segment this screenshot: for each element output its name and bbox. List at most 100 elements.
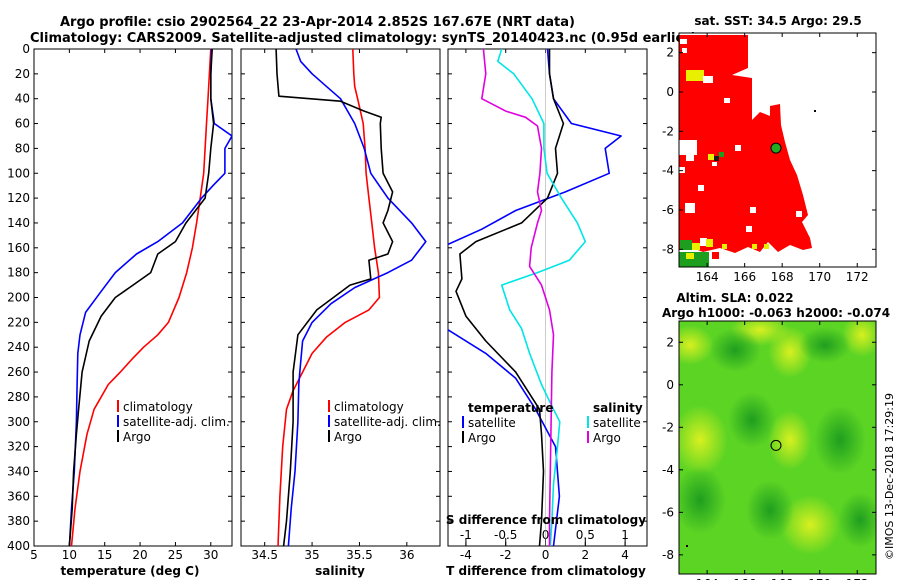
sst-yellow-patch [708,154,714,160]
sla-map-panel: Altim. SLA: 0.022 Argo h1000: -0.063 h20… [662,291,890,580]
sla-map-ticks: 164 166 168 170 172 2 0 -2 -4 -6 -8 [662,321,876,580]
s-xtick-label: -1 [460,528,472,542]
legend-label-t-satellite: satellite [468,416,516,430]
ytick-label: 120 [7,191,30,205]
xtick-label: 35.5 [346,548,373,562]
legend-label-t-argo: Argo [468,431,496,445]
legend-label-s-satellite: satellite [593,416,641,430]
map-ytick-label: -4 [662,164,674,178]
legend-label-satellite: satellite-adj. clim. [334,415,441,429]
xtick-label: 15 [97,548,112,562]
xtick-label: 4 [621,548,629,562]
sst-cloud-patch [698,185,704,191]
ytick-label: 160 [7,241,30,255]
sst-land-patch [714,156,719,161]
series-line-climatology [70,49,212,546]
figure-title-line2: Climatology: CARS2009. Satellite-adjuste… [30,31,697,46]
sst-map-panel: sat. SST: 34.5 Argo: 29.5 [662,14,877,284]
sst-cloud-patch [685,203,695,213]
map-xtick-label: 164 [696,270,719,284]
sst-yellow-patch [764,244,769,249]
s-xtick-label: 0.5 [576,528,595,542]
xtick-label: 0 [542,548,550,562]
legend-label-satellite: satellite-adj. clim. [123,415,230,429]
legend-label-s-argo: Argo [593,431,621,445]
series-line-satellite-adj-clim- [68,49,232,546]
series-line-s-satellite-clim [496,49,587,546]
sst-cloud-patch [679,140,697,155]
s-xtick-label: -0.5 [494,528,517,542]
temperature-diff-legend: temperature satellite Argo [462,401,553,445]
sst-cloud-patch [750,207,756,213]
ytick-label: 320 [7,440,30,454]
temperature-series [68,49,232,546]
legend-label-argo: Argo [334,430,362,444]
sla-high-anomaly [768,410,812,470]
xtick-label: 10 [62,548,77,562]
sst-cloud-patch [682,48,687,53]
ytick-label: 80 [15,141,30,155]
sst-cloud-patch [796,211,802,217]
temperature-xlabel: temperature (deg C) [61,564,200,578]
xtick-label: -4 [460,548,472,562]
salinity-yticks [241,48,440,547]
sst-green-patch [680,240,692,250]
difference-series [448,49,622,546]
salinity-xlabel: salinity [315,564,365,578]
ytick-label: 100 [7,166,30,180]
xtick-label: -2 [500,548,512,562]
imos-watermark: ©IMOS 13-Dec-2018 17:29:19 [883,393,896,560]
sla-low-anomaly [746,480,794,540]
sst-yellow-patch [692,243,700,250]
map-xtick-label: 166 [733,270,756,284]
ytick-label: 300 [7,415,30,429]
sla-low-anomaly [709,328,761,372]
map-ytick-label: -2 [662,124,674,138]
legend-swatch-climatology [328,400,330,412]
legend-swatch-argo [117,430,119,442]
legend-swatch-argo [328,430,330,442]
sst-cloud-patch [735,145,741,151]
sla-low-anomaly [814,405,866,475]
salinity-diff-legend: salinity satellite Argo [587,401,643,445]
xtick-label: 34.5 [251,548,278,562]
legend-label-climatology: climatology [123,400,193,414]
sst-map-ticks: 164 166 168 170 172 2 0 -2 -4 -6 -8 [662,33,876,284]
map-ytick-label: -2 [662,420,674,434]
argo-position-marker [770,439,782,451]
map-ytick-label: 0 [666,378,674,392]
ytick-label: 400 [7,539,30,553]
ytick-label: 140 [7,216,30,230]
sst-warm-patch [712,252,719,259]
s-xtick-label: 1 [621,528,629,542]
sla-map-subtitle: Argo h1000: -0.063 h2000: -0.074 [662,306,890,320]
salinity-xticks: 34.5 35 35.5 36 [251,49,414,562]
legend-swatch-s-satellite [587,416,589,428]
sst-cloud-patch [686,153,694,161]
difference-yticks [448,48,647,547]
sst-cloud-patch [703,76,713,83]
ytick-label: 380 [7,514,30,528]
argo-position-marker [770,142,782,154]
sst-map-field [679,35,816,267]
sla-high-anomaly [780,495,840,555]
sla-map-frame [678,320,877,575]
legend-swatch-satellite [328,415,330,427]
series-line-argo [68,49,215,546]
xtick-label: 35 [304,548,319,562]
sst-yellow-patch [706,239,713,247]
s-difference-xlabel: S difference from climatology [446,513,646,527]
difference-axes-frame [447,48,648,547]
map-xtick-label: 170 [808,270,831,284]
xtick-label: 25 [168,548,183,562]
legend-label-climatology: climatology [334,400,404,414]
map-xtick-label: 172 [846,270,869,284]
ytick-label: 260 [7,365,30,379]
xtick-label: 20 [132,548,147,562]
temperature-panel: 0 20 40 60 80 100 120 140 160 180 200 220 240 260 280 3… [7,42,233,578]
sst-map-title: sat. SST: 34.5 Argo: 29.5 [694,14,861,28]
sst-cloud-patch [746,226,752,232]
map-ytick-label: 2 [666,335,674,349]
xtick-label: 30 [203,548,218,562]
map-ytick-label: -8 [662,242,674,256]
